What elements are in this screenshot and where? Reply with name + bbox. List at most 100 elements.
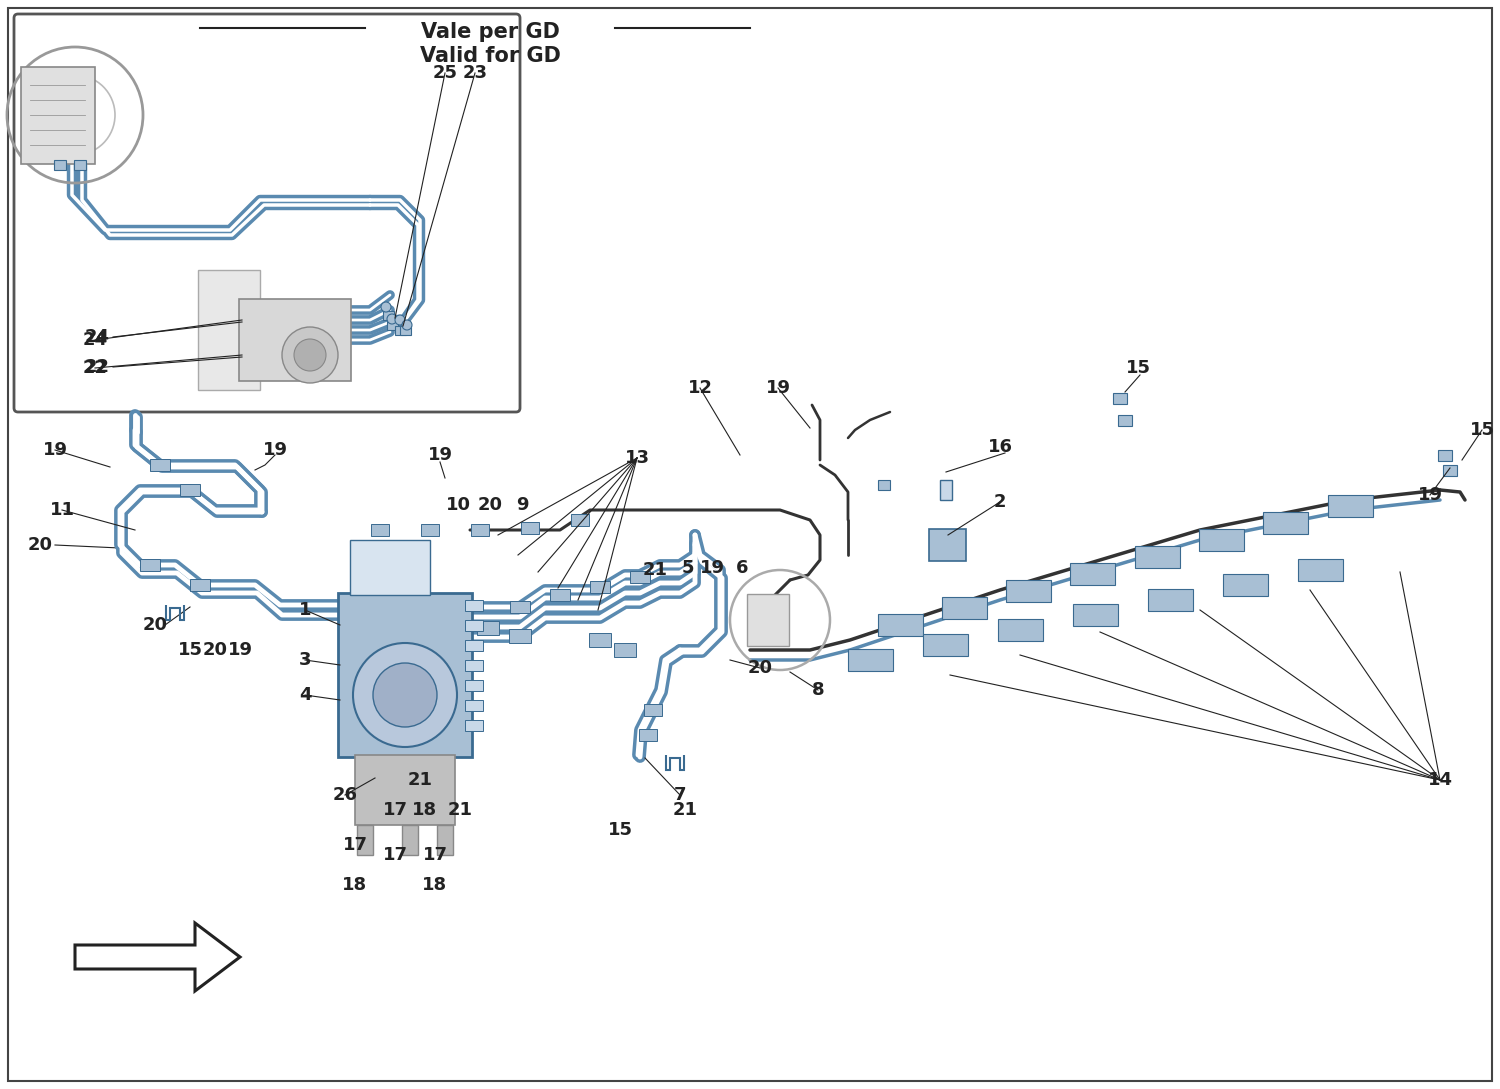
FancyBboxPatch shape — [1198, 529, 1243, 551]
FancyBboxPatch shape — [477, 621, 500, 635]
Text: 20: 20 — [27, 536, 52, 554]
Text: 8: 8 — [812, 681, 825, 699]
Polygon shape — [75, 923, 240, 991]
Text: 11: 11 — [50, 501, 75, 519]
FancyBboxPatch shape — [550, 589, 570, 601]
Text: 2: 2 — [993, 493, 1006, 511]
FancyBboxPatch shape — [465, 620, 483, 631]
Text: 17: 17 — [342, 836, 368, 854]
Text: 7: 7 — [674, 786, 686, 804]
Text: 18: 18 — [342, 876, 368, 894]
FancyBboxPatch shape — [942, 597, 987, 619]
FancyBboxPatch shape — [1134, 546, 1179, 568]
FancyBboxPatch shape — [1071, 563, 1116, 585]
Text: 19: 19 — [765, 379, 790, 397]
Text: 20: 20 — [142, 616, 168, 634]
FancyBboxPatch shape — [847, 649, 892, 671]
FancyBboxPatch shape — [1443, 465, 1456, 476]
FancyBboxPatch shape — [928, 529, 966, 561]
FancyBboxPatch shape — [747, 594, 789, 646]
FancyBboxPatch shape — [614, 643, 636, 657]
FancyBboxPatch shape — [465, 600, 483, 611]
Text: 25: 25 — [432, 64, 457, 82]
Text: 14: 14 — [1428, 771, 1452, 790]
Text: 20: 20 — [202, 641, 228, 659]
Circle shape — [387, 314, 398, 325]
Text: 19: 19 — [228, 641, 252, 659]
FancyBboxPatch shape — [74, 160, 86, 170]
Text: 10: 10 — [446, 495, 471, 514]
FancyBboxPatch shape — [198, 270, 260, 390]
Text: 22: 22 — [82, 359, 108, 377]
Text: 22: 22 — [84, 358, 110, 376]
FancyBboxPatch shape — [1222, 574, 1268, 596]
Text: 15: 15 — [177, 641, 203, 659]
Circle shape — [394, 315, 405, 325]
FancyBboxPatch shape — [1263, 512, 1308, 534]
Text: 17: 17 — [382, 846, 408, 864]
FancyBboxPatch shape — [590, 582, 610, 594]
FancyBboxPatch shape — [190, 579, 210, 591]
FancyBboxPatch shape — [465, 660, 483, 671]
FancyBboxPatch shape — [471, 524, 489, 536]
Text: 18: 18 — [413, 802, 438, 819]
FancyBboxPatch shape — [644, 703, 662, 715]
FancyBboxPatch shape — [356, 755, 454, 825]
FancyBboxPatch shape — [520, 522, 538, 534]
FancyBboxPatch shape — [382, 311, 394, 320]
Text: 15: 15 — [1470, 421, 1494, 439]
FancyBboxPatch shape — [402, 825, 418, 855]
FancyBboxPatch shape — [1148, 589, 1192, 611]
Text: 16: 16 — [987, 438, 1012, 456]
Text: 24: 24 — [82, 331, 108, 348]
FancyBboxPatch shape — [140, 559, 160, 571]
Text: 21: 21 — [408, 771, 432, 790]
FancyBboxPatch shape — [465, 680, 483, 692]
Text: 19: 19 — [42, 441, 68, 458]
Circle shape — [294, 339, 326, 371]
FancyBboxPatch shape — [422, 524, 440, 536]
FancyBboxPatch shape — [509, 629, 531, 643]
Text: 9: 9 — [516, 495, 528, 514]
FancyBboxPatch shape — [400, 326, 411, 335]
Text: 18: 18 — [423, 876, 447, 894]
Text: 17: 17 — [382, 802, 408, 819]
Text: 26: 26 — [333, 786, 357, 804]
FancyBboxPatch shape — [54, 160, 66, 170]
Text: 20: 20 — [747, 659, 772, 677]
Text: 19: 19 — [699, 559, 724, 577]
Text: 13: 13 — [624, 449, 650, 467]
FancyBboxPatch shape — [1328, 495, 1372, 517]
Text: 23: 23 — [462, 64, 488, 82]
Text: 12: 12 — [687, 379, 712, 397]
Circle shape — [374, 663, 436, 727]
Text: 21: 21 — [642, 561, 668, 579]
FancyBboxPatch shape — [572, 514, 590, 526]
FancyBboxPatch shape — [350, 540, 430, 595]
FancyBboxPatch shape — [436, 825, 453, 855]
Circle shape — [352, 643, 458, 747]
Text: 15: 15 — [1125, 359, 1150, 377]
FancyBboxPatch shape — [370, 524, 388, 536]
Text: 6: 6 — [735, 559, 748, 577]
FancyBboxPatch shape — [394, 326, 406, 335]
Text: 21: 21 — [672, 802, 698, 819]
Text: 4: 4 — [298, 686, 312, 703]
FancyBboxPatch shape — [180, 484, 200, 495]
FancyBboxPatch shape — [444, 613, 466, 627]
FancyBboxPatch shape — [1072, 604, 1118, 626]
Text: 24: 24 — [84, 328, 110, 346]
FancyBboxPatch shape — [13, 14, 520, 412]
FancyBboxPatch shape — [1007, 580, 1052, 602]
Text: 17: 17 — [423, 846, 447, 864]
FancyBboxPatch shape — [590, 633, 610, 647]
Text: 21: 21 — [447, 802, 472, 819]
Text: 19: 19 — [1418, 486, 1443, 504]
Text: 3: 3 — [298, 651, 312, 669]
FancyBboxPatch shape — [1438, 450, 1452, 461]
FancyBboxPatch shape — [150, 458, 170, 472]
FancyBboxPatch shape — [639, 729, 657, 741]
FancyBboxPatch shape — [8, 8, 1492, 1081]
FancyBboxPatch shape — [465, 720, 483, 731]
Text: Vale per GD: Vale per GD — [420, 22, 560, 42]
